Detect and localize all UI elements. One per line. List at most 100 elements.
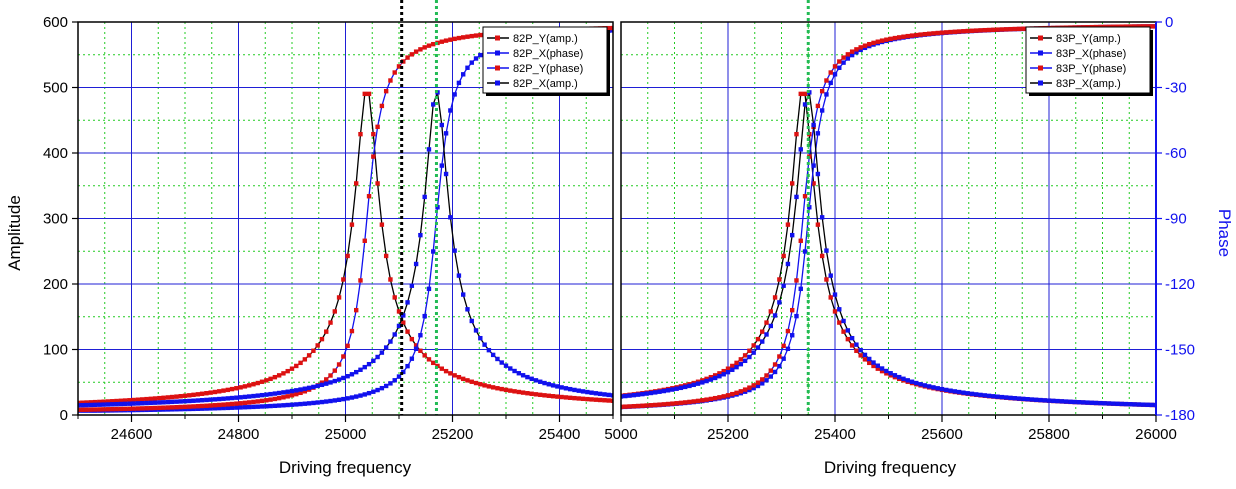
- left-series-1-point: [555, 394, 560, 399]
- right-series-3-point: [1153, 24, 1156, 29]
- right-series-1-point: [854, 348, 859, 353]
- left-series-3-point: [199, 403, 205, 409]
- right-series-4-point: [897, 374, 902, 380]
- left-series-3-point: [358, 278, 363, 283]
- left-series-3-point: [178, 404, 183, 410]
- left-series-2-point: [285, 402, 290, 408]
- left-series-1-point: [212, 389, 218, 395]
- phase-y-tick-label: -120: [1165, 276, 1195, 293]
- right-series-4-point: [781, 283, 786, 288]
- left-series-3-point: [341, 354, 346, 359]
- right-series-2-point: [794, 313, 799, 319]
- left-series-2-point: [191, 406, 196, 412]
- right-series-3-point: [879, 38, 885, 43]
- left-series-2-point: [452, 92, 457, 97]
- left-series-3-point: [182, 404, 188, 410]
- right-series-3-point: [631, 404, 637, 409]
- right-series-4-point: [657, 389, 662, 394]
- left-series-4-point: [259, 392, 265, 398]
- left-series-3-point: [371, 154, 376, 159]
- left-series-3-point: [105, 407, 111, 412]
- left-series-4-point: [568, 386, 573, 392]
- left-series-1-point: [182, 393, 188, 398]
- right-series-4-point: [884, 368, 889, 374]
- right-series-4-point: [691, 382, 696, 388]
- left-series-4-point: [508, 366, 513, 371]
- right-series-4-point: [1140, 402, 1146, 407]
- left-series-1-point: [439, 366, 444, 371]
- left-series-4-point: [585, 389, 590, 395]
- right-series-4-point: [974, 392, 979, 397]
- left-series-4-point: [473, 328, 479, 333]
- left-x-tick-label: 25200: [432, 426, 474, 443]
- left-series-2-point: [204, 406, 209, 411]
- right-series-4-point: [811, 122, 816, 128]
- right-series-3-point: [1145, 24, 1150, 29]
- left-series-4-point: [161, 400, 166, 405]
- left-series-1-point: [152, 396, 158, 401]
- right-series-3-point: [862, 43, 868, 48]
- left-series-1-point: [101, 399, 106, 404]
- left-series-4-point: [302, 386, 308, 391]
- left-series-2-point: [422, 313, 427, 319]
- left-series-3-point: [606, 25, 611, 31]
- right-series-3-point: [695, 398, 701, 404]
- left-series-4-point: [452, 248, 457, 253]
- right-series-3-point: [768, 368, 773, 373]
- left-series-group: [78, 25, 613, 413]
- left-y-axis-label: Amplitude: [5, 195, 24, 271]
- right-series-1-point: [828, 295, 833, 300]
- right-series-4-point: [815, 171, 821, 177]
- right-series-4-point: [1076, 399, 1082, 405]
- right-series-2-point: [781, 356, 786, 361]
- left-series-1-point: [452, 373, 457, 378]
- right-series-3-point: [828, 70, 833, 75]
- right-series-1-point: [747, 348, 752, 353]
- left-legend-entry: 82P_Y(amp.): [513, 33, 578, 45]
- left-series-4-point: [131, 401, 136, 406]
- right-series-4-point: [670, 387, 675, 392]
- right-series-3-point: [670, 401, 675, 406]
- right-series-2-point: [768, 374, 773, 379]
- left-series-4-point: [148, 400, 153, 406]
- right-series-4-point: [961, 390, 966, 395]
- left-series-1-point: [251, 382, 256, 387]
- right-series-4-point: [1153, 402, 1156, 408]
- left-series-3-point: [195, 404, 201, 409]
- right-series-4-point: [832, 292, 838, 297]
- left-series-4-point: [533, 378, 539, 383]
- left-series-3-point: [247, 400, 252, 405]
- right-series-1-point: [764, 320, 769, 325]
- left-series-4-point: [306, 385, 312, 391]
- left-series-4-point: [114, 401, 119, 407]
- left-series-4-point: [358, 367, 363, 372]
- left-series-3-point: [298, 390, 303, 396]
- right-series-2-point: [802, 249, 808, 254]
- right-series-4-point: [717, 374, 722, 379]
- left-series-3-point: [92, 407, 98, 412]
- right-series-3-point: [751, 383, 756, 388]
- left-series-1-point: [135, 397, 141, 402]
- right-series-4-point: [640, 391, 645, 397]
- left-series-4-point: [345, 374, 350, 379]
- left-series-2-point: [418, 333, 423, 338]
- right-series-3-point: [747, 385, 752, 390]
- right-series-3-point: [961, 29, 966, 34]
- left-y-tick-label: 200: [43, 276, 68, 293]
- right-series-1-point: [790, 181, 795, 186]
- left-series-4-point: [559, 385, 564, 390]
- left-series-1-point: [315, 343, 320, 348]
- left-series-2-point: [324, 399, 329, 404]
- axes-layer: 24600 24800 25000 25200 25400 0 100 200 300 400 50…: [43, 14, 1195, 443]
- left-series-2-point: [217, 405, 222, 411]
- right-series-1-point: [785, 222, 791, 227]
- right-series-2-point: [785, 346, 791, 352]
- right-phase-axis-label: Phase: [1215, 209, 1234, 257]
- right-series-4-point: [901, 376, 906, 381]
- left-series-3-point: [332, 368, 337, 373]
- right-series-2-point: [832, 72, 838, 77]
- left-series-4-point: [366, 361, 372, 367]
- right-series-4-point: [644, 391, 649, 396]
- left-series-2-point: [610, 28, 613, 33]
